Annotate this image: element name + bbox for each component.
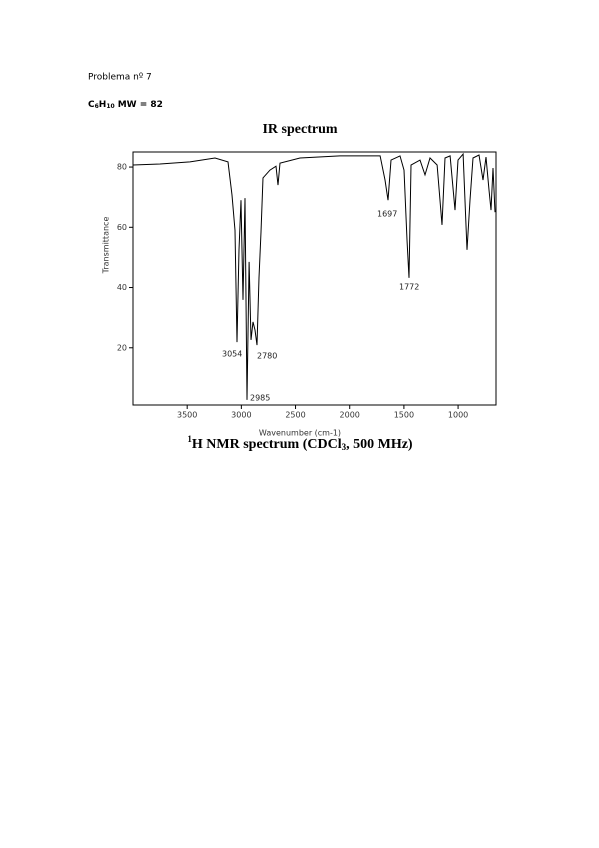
x-tick-label: 3500	[177, 411, 197, 420]
x-tick-label: 3000	[231, 411, 251, 420]
peak-label: 2985	[250, 394, 270, 403]
nmr-text-a: H NMR spectrum (CDCl	[192, 437, 342, 452]
nmr-text-b: , 500 MHz)	[346, 437, 413, 452]
y-axis-title: Transmittance	[102, 217, 111, 275]
formula-c-count: 6	[95, 103, 99, 110]
spectrum-line	[132, 152, 496, 400]
x-tick-label: 2500	[285, 411, 305, 420]
peak-label: 3054	[222, 350, 242, 359]
formula: C6H10 MW = 82	[88, 100, 163, 110]
nmr-sub: 3	[342, 442, 347, 452]
peak-label: 1697	[377, 210, 397, 219]
plot-frame	[132, 151, 497, 406]
formula-h: H	[99, 100, 107, 110]
nmr-sup: 1	[187, 434, 192, 444]
formula-mw: MW = 82	[118, 100, 163, 110]
x-tick-label: 1500	[394, 411, 414, 420]
formula-c: C	[88, 100, 95, 110]
formula-h-count: 10	[106, 103, 114, 110]
x-tick-label: 2000	[340, 411, 360, 420]
y-tick-label: 20	[117, 343, 127, 352]
y-tick-label: 80	[117, 163, 127, 172]
y-tick-label: 40	[117, 283, 127, 292]
problem-title: Problema nº 7	[88, 73, 152, 83]
y-tick-label: 60	[117, 223, 127, 232]
chart-title: IR spectrum	[262, 122, 337, 137]
x-tick-label: 1000	[448, 411, 468, 420]
peak-label: 1772	[399, 283, 419, 292]
nmr-title: 1H NMR spectrum (CDCl3, 500 MHz)	[187, 434, 413, 452]
x-axis-title: Wavenumber (cm-1)	[259, 429, 341, 438]
peak-label: 2780	[257, 352, 277, 361]
